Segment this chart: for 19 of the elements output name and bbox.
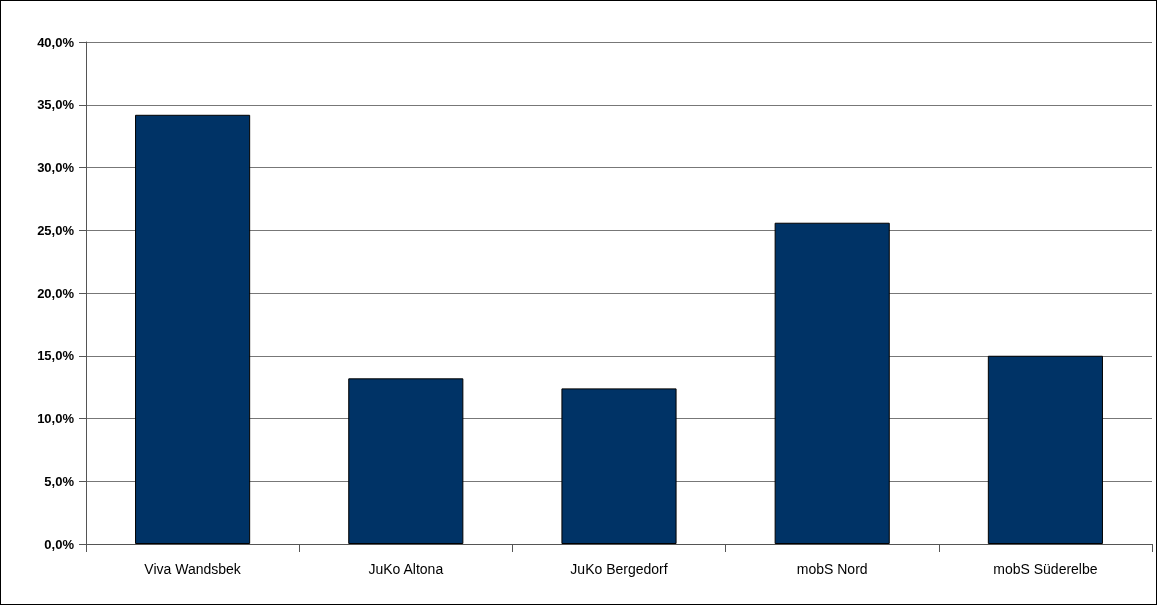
y-tick-label: 20,0% (37, 285, 75, 301)
y-tick-label: 5,0% (44, 473, 75, 489)
y-tick-label: 40,0% (37, 34, 75, 50)
bar (348, 378, 464, 544)
x-tick-label: mobS Süderelbe (993, 561, 1098, 577)
y-tick-label: 35,0% (37, 97, 75, 113)
y-tick-label: 25,0% (37, 222, 75, 238)
y-tick-label: 30,0% (37, 160, 75, 175)
bar (774, 222, 890, 544)
x-tick-label: Viva Wandsbek (144, 561, 242, 577)
x-tick-label: JuKo Altona (368, 561, 444, 577)
bar (135, 114, 251, 544)
x-tick-label: JuKo Bergedorf (570, 561, 668, 577)
y-tick-label: 15,0% (37, 348, 75, 364)
y-tick-label: 10,0% (37, 411, 75, 426)
bar (987, 355, 1103, 544)
y-tick-label: 0,0% (44, 536, 75, 552)
x-tick-label: mobS Nord (796, 561, 868, 577)
bar (561, 388, 677, 544)
